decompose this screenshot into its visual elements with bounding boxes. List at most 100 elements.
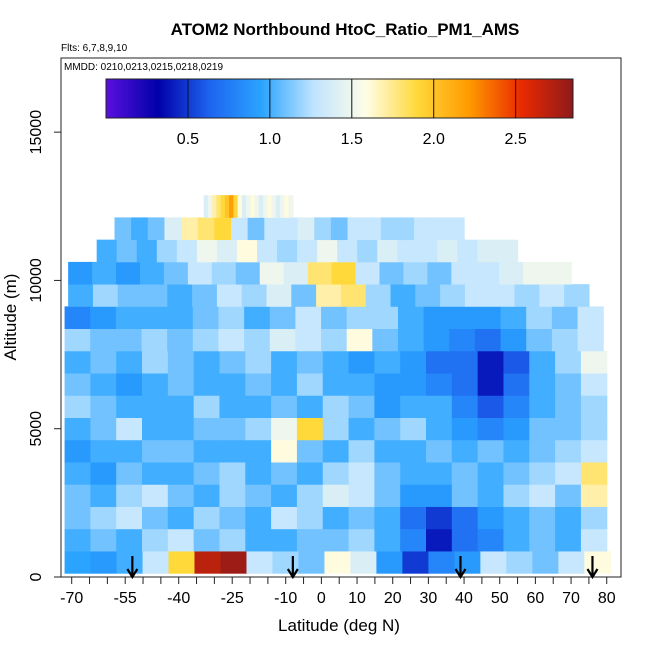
heatmap-cell: [322, 506, 350, 530]
heatmap-cell: [247, 217, 265, 241]
heatmap-cell: [500, 306, 527, 330]
heatmap-cell: [322, 462, 350, 485]
heatmap-cell: [346, 306, 373, 330]
heatmap-cell: [90, 462, 117, 485]
heatmap-cells: [64, 195, 611, 574]
heatmap-cell: [116, 373, 143, 396]
heatmap-cell: [379, 261, 405, 285]
heatmap-cell: [503, 395, 530, 418]
heatmap-cell: [245, 439, 272, 463]
heatmap-cell: [551, 328, 579, 352]
heatmap-cell: [539, 284, 565, 307]
heatmap-cell: [92, 261, 117, 285]
heatmap-cell: [503, 373, 530, 396]
heatmap-cell: [322, 528, 350, 552]
heatmap-cell: [348, 350, 375, 374]
heatmap-cell: [90, 417, 117, 441]
heatmap-cell: [196, 239, 218, 263]
heatmap-cell: [555, 439, 582, 463]
heatmap-cell: [139, 261, 165, 285]
heatmap-cell: [90, 484, 117, 507]
heatmap-cell: [403, 261, 428, 285]
heatmap-cell: [116, 528, 143, 552]
heatmap-cell: [271, 528, 298, 552]
heatmap-cell: [194, 551, 222, 574]
heatmap-cell: [291, 284, 317, 307]
heatmap-cell: [250, 195, 256, 218]
heatmap-cell: [245, 484, 272, 507]
heatmap-cell: [558, 551, 585, 574]
heatmap-cell: [142, 373, 169, 396]
heatmap-cell: [296, 528, 324, 552]
heatmap-cell: [283, 261, 309, 285]
heatmap-cell: [348, 417, 375, 441]
heatmap-cell: [372, 328, 399, 352]
heatmap-cell: [322, 417, 350, 441]
heatmap-cell: [263, 195, 268, 218]
heatmap-cell: [271, 506, 298, 530]
heatmap-cell: [267, 195, 273, 218]
heatmap-cell: [115, 328, 143, 352]
heatmap-cell: [167, 417, 195, 441]
heatmap-cell: [192, 328, 220, 352]
heatmap-cell: [426, 506, 453, 530]
heatmap-cell: [193, 373, 221, 396]
colorbar-tick-label: 1.0: [259, 131, 281, 148]
x-tick-label: -70: [60, 590, 83, 607]
heatmap-cell: [167, 528, 195, 552]
heatmap-cell: [142, 484, 169, 507]
heatmap-cell: [245, 528, 272, 552]
heatmap-cell: [451, 462, 479, 485]
heatmap-cell: [116, 484, 143, 507]
heatmap-cell: [374, 395, 401, 418]
heatmap-cell: [235, 261, 261, 285]
heatmap-cell: [176, 239, 198, 263]
heatmap-cell: [564, 284, 590, 307]
heatmap-cell: [219, 528, 246, 552]
x-tick-label: -25: [221, 590, 244, 607]
heatmap-cell: [233, 195, 239, 218]
heatmap-cell: [64, 551, 92, 574]
heatmap-cell: [167, 484, 195, 507]
heatmap-cell: [181, 217, 199, 241]
heatmap-cell: [499, 261, 524, 285]
heatmap-cell: [193, 506, 221, 530]
heatmap-cell: [584, 551, 611, 574]
heatmap-cell: [426, 528, 453, 552]
heatmap-cell: [374, 506, 401, 530]
heatmap-cell: [474, 306, 502, 330]
heatmap-cell: [451, 417, 479, 441]
heatmap-cell: [216, 284, 243, 307]
heatmap-cell: [580, 462, 608, 485]
heatmap-cell: [474, 328, 502, 352]
heatmap-cell: [417, 239, 438, 263]
heatmap-cell: [321, 306, 348, 330]
heatmap-cell: [167, 284, 193, 307]
heatmap-cell: [440, 284, 466, 307]
x-tick-label: 10: [348, 590, 366, 607]
heatmap-cell: [90, 328, 117, 352]
heatmap-cell: [400, 439, 427, 463]
y-tick-label: 15000: [28, 110, 45, 155]
heatmap-cell: [220, 195, 226, 218]
profile-markers: [126, 556, 599, 580]
heatmap-cell: [529, 439, 556, 463]
heatmap-cell: [580, 373, 608, 396]
heatmap-cell: [245, 373, 272, 396]
heatmap-cell: [295, 306, 322, 330]
heatmap-cell: [257, 239, 278, 263]
heatmap-cell: [503, 462, 530, 485]
heatmap-cell: [131, 217, 149, 241]
heatmap-cell: [489, 284, 516, 307]
heatmap-cell: [314, 217, 332, 241]
heatmap-cell: [400, 484, 427, 507]
y-axis: 0 5000 10000 15000: [28, 110, 61, 581]
heatmap-cell: [506, 551, 533, 574]
heatmap-cell: [64, 306, 91, 330]
heatmap-cell: [284, 195, 290, 218]
heatmap-cell: [464, 284, 491, 307]
heatmap-cell: [271, 462, 298, 485]
heatmap-cell: [480, 551, 507, 574]
heatmap-cell: [116, 350, 143, 374]
heatmap-cell: [277, 239, 298, 263]
